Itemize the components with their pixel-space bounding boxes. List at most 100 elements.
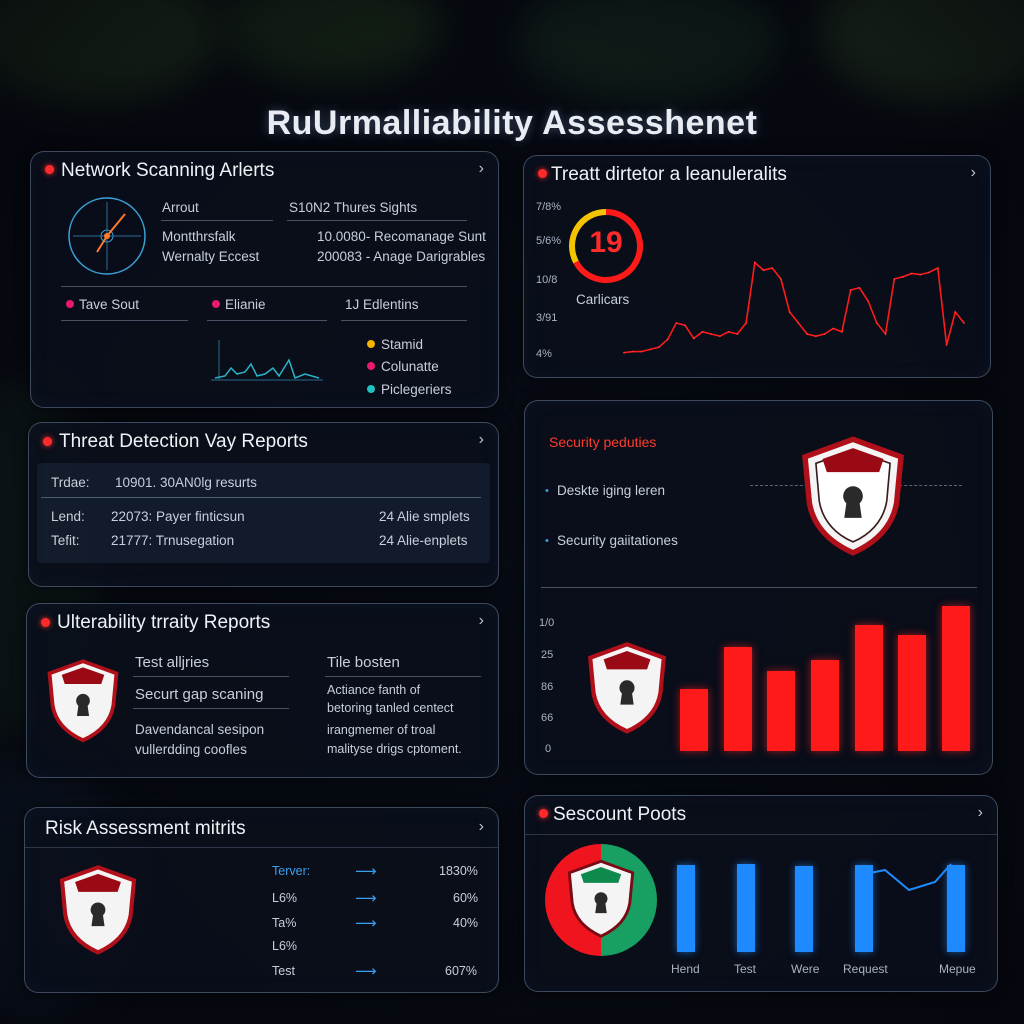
vulnerability-reports-panel: Ulterability trraity Reports › Test allj… xyxy=(26,603,499,778)
threat-point xyxy=(910,272,913,275)
threat-point xyxy=(841,331,843,333)
chevron-right-icon[interactable]: › xyxy=(478,612,484,629)
chevron-right-icon[interactable]: › xyxy=(977,804,983,821)
threat-point xyxy=(928,271,930,274)
tab-dot-icon xyxy=(66,300,74,308)
network-row-label: Montthrsfalk xyxy=(162,229,236,244)
report-header-text: 10901. 30AN0lg resurts xyxy=(115,475,257,490)
shield-icon xyxy=(567,859,635,938)
risk-row-value: 607% xyxy=(445,964,477,978)
report-row-text[interactable]: 21777: Trnusegation xyxy=(111,533,235,548)
vulnerability-reports-header[interactable]: Ulterability trraity Reports › xyxy=(27,604,498,640)
blue-bar xyxy=(947,865,965,952)
risk-assessment-header[interactable]: Risk Assessment mitrits › xyxy=(25,808,498,848)
y-tick-label: 0 xyxy=(545,743,552,755)
alert-dot-icon xyxy=(45,165,54,174)
threat-point xyxy=(902,276,904,278)
security-posts-header[interactable]: Sescount Poots › xyxy=(525,796,997,832)
threat-point xyxy=(945,344,948,346)
threat-point xyxy=(736,333,739,335)
threat-point xyxy=(666,338,669,341)
chevron-right-icon[interactable]: › xyxy=(478,818,484,835)
threat-point xyxy=(823,333,826,335)
threat-detector-header[interactable]: Treatt dirtetor a leanuleralits › xyxy=(524,156,990,192)
gauge-label: Carlicars xyxy=(576,292,630,307)
divider xyxy=(541,587,977,588)
shield-icon xyxy=(587,642,667,734)
threat-point xyxy=(771,267,774,269)
red-bar xyxy=(723,646,752,751)
legend-item: Stamid xyxy=(381,337,424,352)
report-item[interactable]: Tile bosten xyxy=(327,654,400,671)
gauge-value: 19 xyxy=(589,226,623,259)
report-row-right: 24 Alie smplets xyxy=(379,509,470,524)
report-row-label[interactable]: Tefit: xyxy=(51,533,80,548)
y-tick-label: 5/6% xyxy=(536,235,562,247)
threat-point xyxy=(876,322,878,324)
divider xyxy=(133,708,289,709)
red-bar xyxy=(811,659,839,751)
arrow-right-icon: ⟶ xyxy=(355,915,377,932)
radar-icon xyxy=(68,197,146,275)
report-row-text[interactable]: 22073: Payer finticsun xyxy=(111,509,245,524)
blue-bar xyxy=(855,865,873,952)
threat-point xyxy=(780,278,782,280)
threat-point xyxy=(762,269,765,271)
network-row-label: Arrout xyxy=(162,200,199,215)
divider xyxy=(133,676,289,677)
security-item[interactable]: Security gaiitationes xyxy=(557,533,678,548)
panel-title: Treatt dirtetor a leanuleralits xyxy=(551,164,787,185)
threat-point xyxy=(745,322,747,324)
threat-point xyxy=(753,261,756,264)
report-item[interactable]: Securt gap scaning xyxy=(135,686,264,703)
risk-row-label: L6% xyxy=(272,939,298,953)
panel-title: Ulterability trraity Reports xyxy=(57,612,271,633)
divider xyxy=(41,497,481,498)
alert-dot-icon xyxy=(43,437,52,446)
bullet-icon: • xyxy=(545,485,549,497)
threat-line-chart xyxy=(623,260,965,354)
report-item[interactable]: Test alljries xyxy=(135,654,210,671)
divider xyxy=(207,320,327,321)
panel-title: Threat Detection Vay Reports xyxy=(59,431,308,452)
arrow-right-icon: ⟶ xyxy=(355,890,377,907)
threat-point xyxy=(797,322,800,324)
blue-bar xyxy=(737,864,755,952)
threat-point xyxy=(640,350,643,353)
divider xyxy=(325,676,481,677)
report-item: Actiance fanth of xyxy=(327,683,421,697)
network-scanning-panel: Network Scanning Arlerts › Arrout S10N2 … xyxy=(30,151,499,408)
network-row-label: Wernalty Eccest xyxy=(162,249,260,264)
tab-elianie[interactable]: Elianie xyxy=(225,297,266,312)
alert-dot-icon xyxy=(41,618,50,627)
reports-table xyxy=(37,463,490,563)
report-item[interactable]: vullerdding coofles xyxy=(135,742,247,757)
risk-row-value: 1830% xyxy=(439,864,478,878)
threat-point xyxy=(858,287,861,289)
report-item[interactable]: Davendancal sesipon xyxy=(135,722,265,737)
threat-point xyxy=(954,311,957,313)
threat-point xyxy=(884,333,887,335)
shield-icon xyxy=(47,659,119,743)
red-bar xyxy=(854,624,883,751)
chevron-right-icon[interactable]: › xyxy=(478,160,484,177)
threat-point xyxy=(727,331,730,333)
red-bar-chart xyxy=(680,606,970,751)
chevron-right-icon[interactable]: › xyxy=(970,164,976,181)
tab-edlentins[interactable]: 1J Edlentins xyxy=(345,297,419,312)
threat-reports-header[interactable]: Threat Detection Vay Reports › xyxy=(29,423,498,459)
x-tick-label: Test xyxy=(734,962,757,976)
y-tick-label: 4% xyxy=(536,348,552,360)
network-scanning-header[interactable]: Network Scanning Arlerts › xyxy=(31,152,498,188)
threat-point xyxy=(814,335,817,337)
chevron-right-icon[interactable]: › xyxy=(478,431,484,448)
y-tick-label: 25 xyxy=(541,649,554,661)
panel-title: Sescount Poots xyxy=(553,804,687,825)
y-tick-label: 1/0 xyxy=(539,617,555,629)
security-item[interactable]: Deskte iging leren xyxy=(557,483,666,498)
risk-assessment-panel: Risk Assessment mitrits › Terver: ⟶ 1830… xyxy=(24,807,499,993)
tab-tave-sout[interactable]: Tave Sout xyxy=(79,297,140,312)
risk-row-value: 40% xyxy=(453,916,479,930)
threat-point xyxy=(919,273,922,276)
report-row-label[interactable]: Lend: xyxy=(51,509,85,524)
